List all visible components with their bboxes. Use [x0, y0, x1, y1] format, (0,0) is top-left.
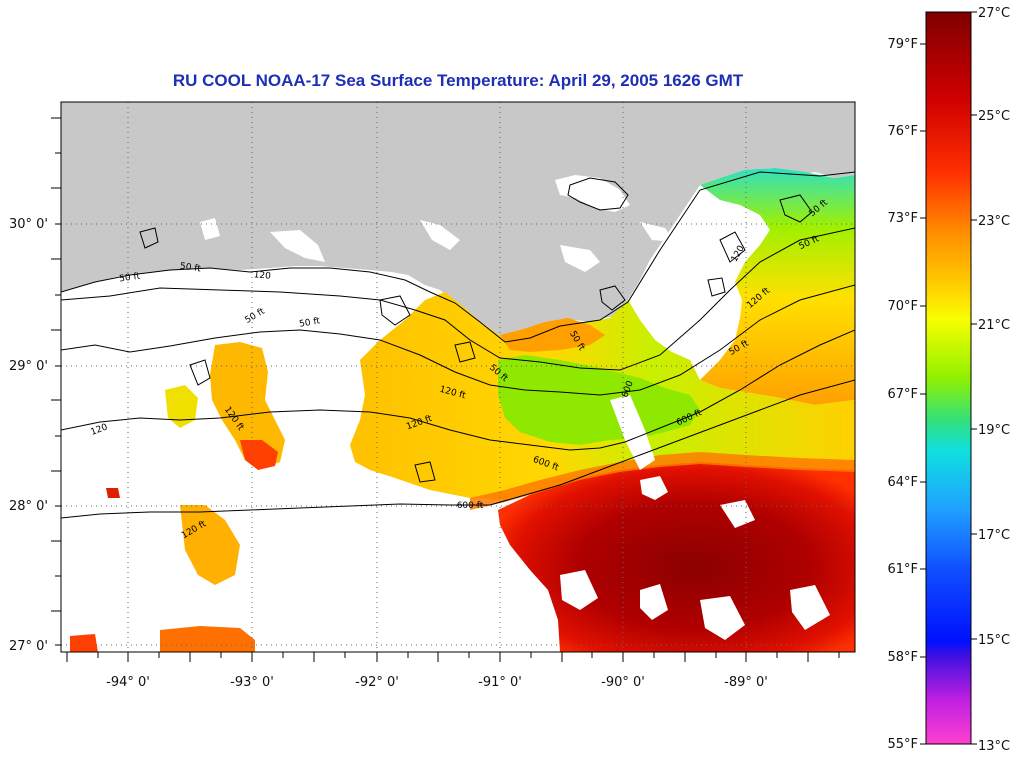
celsius-label: 15°C — [978, 633, 1010, 648]
plot-frame — [60, 101, 856, 653]
sst-east-shelf — [700, 168, 855, 405]
sst-south-strip — [160, 626, 255, 652]
celsius-label: 21°C — [978, 318, 1010, 333]
longitude-label: -92° 0' — [355, 675, 399, 690]
graticule — [61, 102, 855, 652]
fahrenheit-label: 76°F — [887, 124, 918, 139]
sst-warm-band-orange — [470, 452, 855, 510]
land-mass — [61, 102, 855, 345]
longitude-label: -91° 0' — [478, 675, 522, 690]
latitude-label: 29° 0' — [9, 359, 48, 374]
fahrenheit-label: 73°F — [887, 211, 918, 226]
sst-west-yellow — [165, 385, 198, 428]
coastal-cloud-patches — [200, 175, 675, 272]
fahrenheit-label: 61°F — [887, 562, 918, 577]
bathymetry-contours — [61, 171, 855, 519]
colorbar-fahrenheit-labels: 79°F 76°F 73°F 70°F 67°F 64°F 61°F 58°F 55°F — [887, 37, 918, 752]
map-title: RU COOL NOAA-17 Sea Surface Temperature:… — [173, 71, 744, 90]
colorbar: 79°F 76°F 73°F 70°F 67°F 64°F 61°F 58°F 55°F 27°… — [887, 6, 1010, 754]
sst-sw-corner — [70, 634, 98, 652]
colorbar-ramp — [925, 11, 972, 745]
colorbar-celsius-labels: 27°C 25°C 23°C 21°C 19°C 17°C 15°C 13°C — [978, 6, 1010, 754]
latitude-label: 28° 0' — [9, 499, 48, 514]
celsius-label: 23°C — [978, 214, 1010, 229]
contour-label: 50 ft — [299, 316, 322, 330]
colorbar-ticks — [920, 11, 977, 745]
latitude-label: 30° 0' — [9, 217, 48, 232]
celsius-label: 27°C — [978, 6, 1010, 21]
sst-small-red — [106, 488, 120, 498]
celsius-label: 13°C — [978, 739, 1010, 754]
sst-west-patch — [210, 342, 285, 468]
contour-label: 600 ft — [457, 501, 484, 511]
sst-nearshore-orange — [500, 318, 605, 352]
fahrenheit-label: 67°F — [887, 387, 918, 402]
celsius-label: 19°C — [978, 423, 1010, 438]
axis-ticks — [51, 117, 840, 662]
sst-west-patch-red — [240, 440, 278, 470]
fahrenheit-label: 58°F — [887, 650, 918, 665]
contour-label: 50 ft — [119, 272, 142, 285]
fahrenheit-label: 70°F — [887, 299, 918, 314]
latitude-label: 27° 0' — [9, 639, 48, 654]
fahrenheit-label: 79°F — [887, 37, 918, 52]
longitude-label: -90° 0' — [601, 675, 645, 690]
celsius-label: 25°C — [978, 109, 1010, 124]
contour-label: 50 ft — [179, 262, 202, 275]
longitude-label: -93° 0' — [230, 675, 274, 690]
longitude-labels: -94° 0' -93° 0' -92° 0' -91° 0' -90° 0' -89° … — [106, 675, 768, 690]
coastline-detail — [139, 177, 813, 483]
fahrenheit-label: 64°F — [887, 475, 918, 490]
sst-southwest-patch — [180, 505, 240, 585]
longitude-label: -89° 0' — [724, 675, 768, 690]
latitude-labels: 30° 0' 29° 0' 28° 0' 27° 0' — [9, 217, 48, 654]
celsius-label: 17°C — [978, 528, 1010, 543]
fahrenheit-label: 55°F — [887, 737, 918, 752]
contour-label: 120 — [253, 270, 271, 281]
longitude-label: -94° 0' — [106, 675, 150, 690]
sst-green-patch — [498, 355, 700, 445]
warm-pool-cloud-holes — [560, 395, 830, 640]
